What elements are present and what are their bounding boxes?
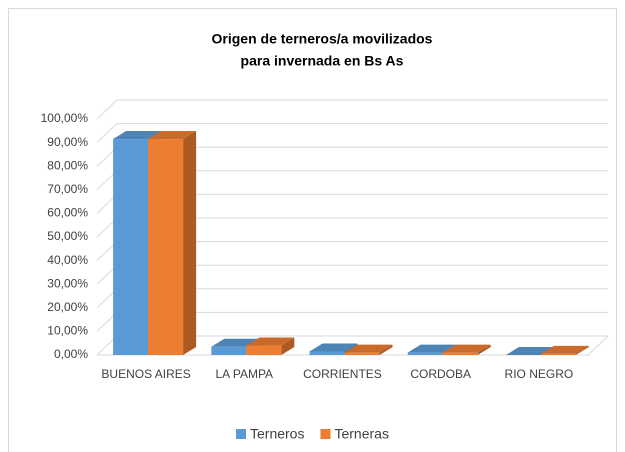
bar [148,131,197,355]
y-tick-label: 0,00% [54,347,88,361]
bar-top [211,338,260,347]
y-tick-label: 20,00% [47,300,88,314]
x-tick-label-box: BUENOS AIRES [101,367,191,381]
bar [505,347,554,355]
y-tick-label: 10,00% [47,324,88,338]
bar-front [442,352,478,355]
bar-front [407,352,443,355]
bar-top [309,343,358,352]
bar-side [183,131,197,355]
bar-front [246,345,282,355]
x-tick-label-box: CORRIENTES [303,367,382,381]
x-tick-label: CORDOBA [410,367,472,381]
y-tick-label: 100,00% [41,111,89,125]
bar-top [442,344,491,353]
legend-swatch [236,429,246,439]
x-tick-label: RIO NEGRO [504,367,574,381]
bar-front [211,346,247,355]
bar-top [407,344,456,353]
x-tick-label-box: CORDOBA [410,367,472,381]
chart-title: Origen de terneros/a movilizados [212,31,433,47]
bar-front [148,139,184,355]
y-tick-label: 90,00% [47,135,88,149]
bar-side [477,344,491,355]
bar-front [344,352,380,355]
x-tick-label: LA PAMPA [215,367,274,381]
x-tick-label-box: LA PAMPA [215,367,274,381]
x-tick-label-box: RIO NEGRO [504,367,574,381]
bar-front [113,139,149,355]
x-tick-label: CORRIENTES [303,367,382,381]
bar-top [540,345,589,354]
legend-label: Terneros [250,426,304,442]
bar-top [148,131,197,140]
y-tick-label: 30,00% [47,276,88,290]
x-tick-label: BUENOS AIRES [101,367,191,381]
bar-side [379,344,393,355]
bar [246,337,295,355]
bar-top [344,344,393,353]
bar-top [113,131,162,140]
grid-line [96,99,608,120]
bar [344,344,393,355]
chart-title: para invernada en Bs As [241,53,404,69]
bar-front [540,353,576,355]
chart-frame [8,8,617,452]
y-tick-label: 50,00% [47,229,88,243]
bar-top [246,337,295,346]
y-tick-label: 70,00% [47,182,88,196]
bar-top [505,347,554,355]
legend-label: Terneras [334,426,388,442]
y-tick-label: 60,00% [47,206,88,220]
bar [442,344,491,355]
legend-swatch [320,429,331,439]
bar-side [281,337,295,355]
grid-line [96,123,608,143]
y-tick-label: 40,00% [47,253,88,267]
bar-front [309,351,345,355]
bar [540,345,589,355]
bar-side [575,345,589,355]
y-tick-label: 80,00% [47,158,88,172]
